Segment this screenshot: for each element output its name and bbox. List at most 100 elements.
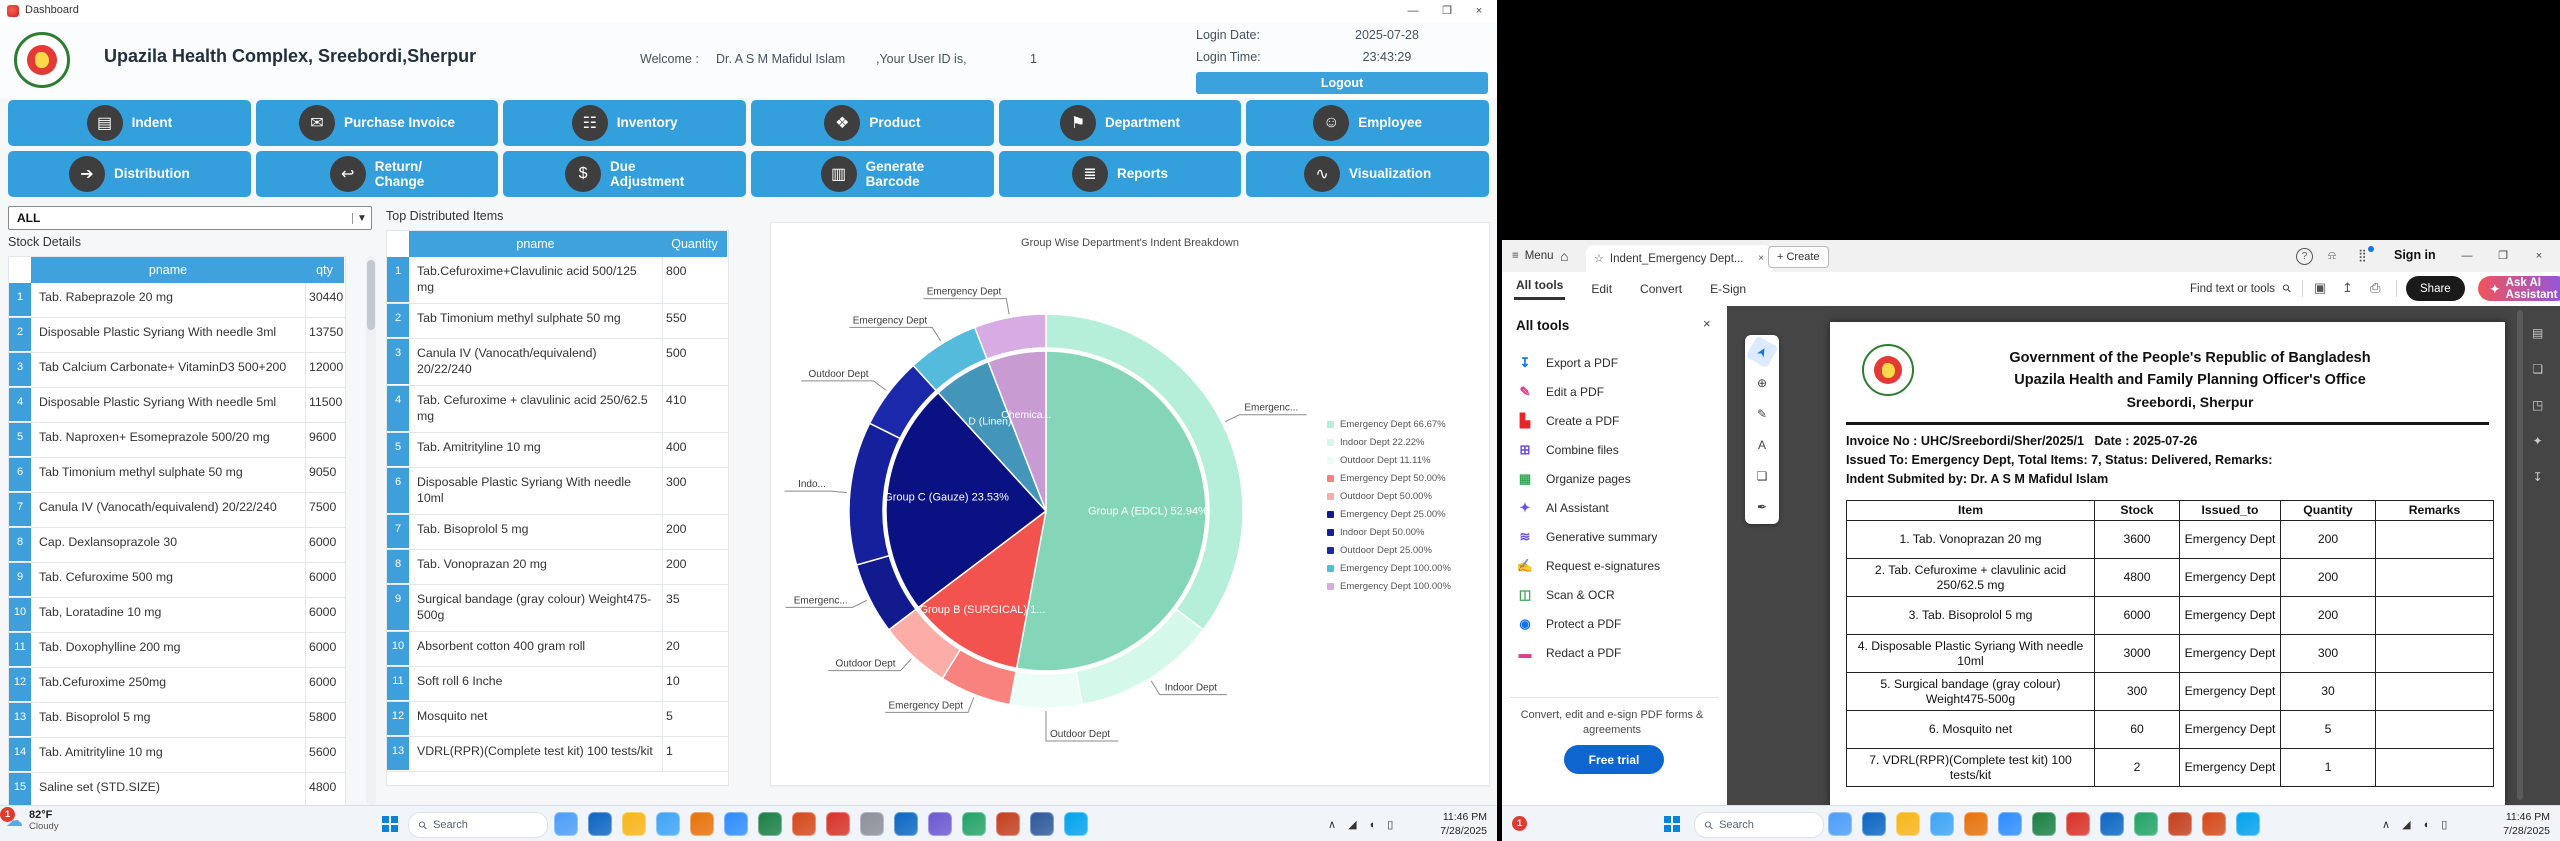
- tool-item-organize-pages[interactable]: ▦ Organize pages: [1516, 468, 1631, 490]
- save-icon[interactable]: ▣: [2314, 280, 2327, 295]
- nav-button-employee[interactable]: ☺ Employee: [1246, 100, 1489, 146]
- department-filter-dropdown[interactable]: ALL ▼: [8, 206, 372, 230]
- home-icon[interactable]: ⌂: [1560, 248, 1569, 264]
- taskbar-clock[interactable]: 11:46 PM 7/28/2025: [2464, 811, 2550, 838]
- nav-button-purchase-invoice[interactable]: ✉ Purchase Invoice: [255, 100, 499, 146]
- nav-button-generate-barcode[interactable]: ▥ Generate Barcode: [751, 151, 994, 197]
- tray-expand-icon[interactable]: ∧: [1328, 819, 1337, 831]
- taskbar-app-icon[interactable]: [1964, 812, 1988, 836]
- table-row[interactable]: 10 Tab, Loratadine 10 mg 6000: [9, 598, 345, 633]
- taskbar-app-icon[interactable]: [928, 812, 952, 836]
- annotate-tool[interactable]: ✎: [1756, 407, 1768, 421]
- taskbar-app-icon[interactable]: [894, 812, 918, 836]
- create-button[interactable]: + Create: [1768, 246, 1829, 268]
- sign-in-button[interactable]: Sign in: [2394, 248, 2436, 262]
- taskbar-app-icon[interactable]: [1828, 812, 1852, 836]
- taskbar-app-icon[interactable]: [792, 812, 816, 836]
- taskbar-app-icon[interactable]: [1896, 812, 1920, 836]
- menu-button[interactable]: ≡ Menu: [1512, 250, 1554, 262]
- table-row[interactable]: 12 Mosquito net 5: [387, 701, 728, 737]
- taskbar-app-icon[interactable]: [996, 812, 1020, 836]
- zoom-tool[interactable]: ⊕: [1756, 376, 1768, 390]
- acrobat-minimize-button[interactable]: —: [2461, 250, 2473, 262]
- network-icon[interactable]: ◢: [2402, 819, 2411, 831]
- text-tool[interactable]: A: [1757, 438, 1766, 452]
- table-row[interactable]: 9 Tab. Cefuroxime 500 mg 6000: [9, 563, 345, 598]
- table-row[interactable]: 6 Disposable Plastic Syriang With needle …: [387, 467, 728, 515]
- panel-close-icon[interactable]: ×: [1703, 316, 1711, 331]
- tool-item-edit-a-pdf[interactable]: ✎ Edit a PDF: [1516, 381, 1604, 403]
- tool-item-generative-summary[interactable]: ≋ Generative summary: [1516, 526, 1658, 548]
- table-row[interactable]: 11 Tab. Doxophylline 200 mg 6000: [9, 633, 345, 668]
- select-tool[interactable]: ➤: [1745, 335, 1779, 369]
- table-row[interactable]: 1 Tab.Cefuroxime+Clavulinic acid 500/125 …: [387, 257, 728, 304]
- table-row[interactable]: 11 Soft roll 6 Inche 10: [387, 666, 728, 702]
- alert-badge[interactable]: 1: [1512, 816, 1527, 831]
- taskbar-app-icon[interactable]: [2168, 812, 2192, 836]
- taskbar-app-icon[interactable]: [2066, 812, 2090, 836]
- print-icon[interactable]: ⎙: [2370, 280, 2381, 295]
- toolbar-tab-all-tools[interactable]: All tools: [1514, 278, 1565, 300]
- taskbar-app-icon[interactable]: [2236, 812, 2260, 836]
- tool-item-request-e-signatures[interactable]: ✍ Request e-signatures: [1516, 555, 1660, 577]
- pages-icon[interactable]: ❏: [2532, 362, 2544, 376]
- taskbar-app-icon[interactable]: [826, 812, 850, 836]
- share-button[interactable]: Share: [2406, 276, 2465, 301]
- apps-grid-icon[interactable]: ⣿: [2358, 246, 2374, 262]
- taskbar-app-icon[interactable]: [1030, 812, 1054, 836]
- taskbar-app-icon[interactable]: [1998, 812, 2022, 836]
- taskbar-app-icon[interactable]: [2032, 812, 2056, 836]
- acrobat-restore-button[interactable]: ❐: [2498, 250, 2508, 262]
- nav-button-return-change[interactable]: ↩ Return/ Change: [255, 151, 499, 197]
- maximize-button[interactable]: ❐: [1442, 5, 1452, 17]
- table-row[interactable]: 4 Tab. Cefuroxime + clavulinic acid 250/6…: [387, 385, 728, 433]
- free-trial-button[interactable]: Free trial: [1564, 745, 1664, 774]
- table-row[interactable]: 15 Saline set (STD.SIZE) 4800: [9, 773, 345, 806]
- taskbar-clock[interactable]: 11:46 PM 7/28/2025: [1405, 811, 1487, 838]
- tool-item-ai-assistant[interactable]: ✦ AI Assistant: [1516, 497, 1609, 519]
- sign-tool[interactable]: ✒: [1756, 500, 1768, 514]
- notifications-bell-icon[interactable]: ⍾: [2328, 248, 2336, 262]
- volume-icon[interactable]: ◖: [2422, 818, 2430, 831]
- table-row[interactable]: 3 Canula IV (Vanocath/equivalend) 20/22/2…: [387, 338, 728, 386]
- taskbar-app-icon[interactable]: [2100, 812, 2124, 836]
- tool-item-combine-files[interactable]: ⊞ Combine files: [1516, 439, 1619, 461]
- table-row[interactable]: 6 Tab Timonium methyl sulphate 50 mg 9050: [9, 458, 345, 493]
- nav-button-visualization[interactable]: ∿ Visualization: [1246, 151, 1489, 197]
- acrobat-close-button[interactable]: ×: [2535, 250, 2543, 262]
- tool-item-protect-a-pdf[interactable]: ◉ Protect a PDF: [1516, 613, 1621, 635]
- taskbar-app-icon[interactable]: [2202, 812, 2226, 836]
- table-row[interactable]: 13 Tab. Bisoprolol 5 mg 5800: [9, 703, 345, 738]
- taskbar-app-icon[interactable]: [724, 812, 748, 836]
- download-icon[interactable]: ↧: [2532, 470, 2543, 484]
- tags-icon[interactable]: ✦: [2532, 434, 2543, 448]
- find-tool[interactable]: Find text or tools ⚲: [2190, 272, 2294, 305]
- document-tab[interactable]: ☆ Indent_Emergency Dept... ×: [1586, 245, 1772, 272]
- taskbar-app-icon[interactable]: [962, 812, 986, 836]
- battery-icon[interactable]: ▯: [1387, 819, 1394, 831]
- shape-tool[interactable]: ❏: [1756, 469, 1768, 483]
- tool-item-export-a-pdf[interactable]: ↧ Export a PDF: [1516, 352, 1618, 374]
- nav-button-inventory[interactable]: ☷ Inventory: [503, 100, 746, 146]
- tray-expand-icon[interactable]: ∧: [2382, 819, 2391, 831]
- nav-button-reports[interactable]: ≣ Reports: [998, 151, 1242, 197]
- table-row[interactable]: 7 Canula IV (Vanocath/equivalend) 20/22/2…: [9, 493, 345, 528]
- table-row[interactable]: 14 Tab. Amitrityline 10 mg 5600: [9, 738, 345, 773]
- minimize-button[interactable]: —: [1407, 5, 1419, 17]
- taskbar-app-icon[interactable]: [588, 812, 612, 836]
- taskbar-app-icon[interactable]: [622, 812, 646, 836]
- toolbar-tab-e-sign[interactable]: E-Sign: [1710, 281, 1747, 296]
- table-row[interactable]: 1 Tab. Rabeprazole 20 mg 30440: [9, 283, 345, 318]
- upload-icon[interactable]: ↥: [2342, 280, 2353, 295]
- start-button[interactable]: [1664, 816, 1680, 832]
- table-row[interactable]: 5 Tab. Amitrityline 10 mg 400: [387, 432, 728, 468]
- taskbar-app-icon[interactable]: [1862, 812, 1886, 836]
- taskbar-app-icon[interactable]: [758, 812, 782, 836]
- nav-button-product[interactable]: ❖ Product: [751, 100, 994, 146]
- toolbar-tab-edit[interactable]: Edit: [1591, 281, 1613, 296]
- start-button[interactable]: [382, 816, 398, 832]
- nav-button-distribution[interactable]: ➔ Distribution: [8, 151, 251, 197]
- search-box[interactable]: ⚲ Search: [1694, 812, 1824, 838]
- table-row[interactable]: 8 Cap. Dexlansoprazole 30 6000: [9, 528, 345, 563]
- table-row[interactable]: 7 Tab. Bisoprolol 5 mg 200: [387, 514, 728, 550]
